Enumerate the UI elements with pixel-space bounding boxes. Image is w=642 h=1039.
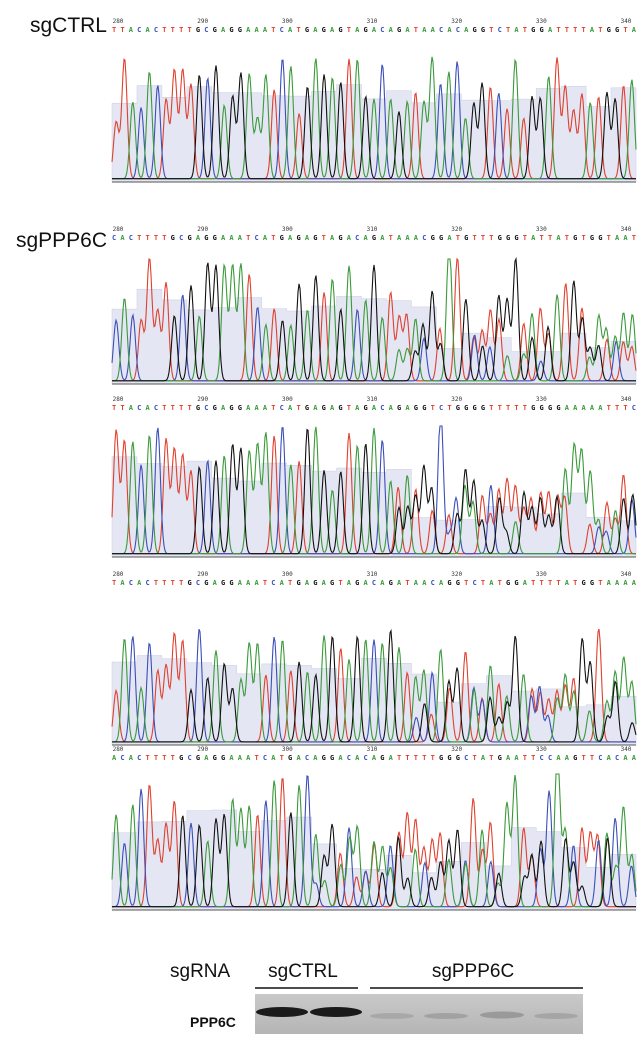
position-label: 340 xyxy=(621,396,632,403)
position-label: 290 xyxy=(197,226,208,233)
quality-bars xyxy=(112,289,636,384)
sample-label: sgCTRL xyxy=(30,14,107,37)
position-label: 290 xyxy=(197,18,208,25)
group-label: sgPPP6C xyxy=(432,961,514,982)
position-label: 320 xyxy=(451,226,462,233)
position-label: 300 xyxy=(282,396,293,403)
position-label: 300 xyxy=(282,226,293,233)
position-label: 340 xyxy=(621,746,632,753)
position-label: 300 xyxy=(282,18,293,25)
position-label: 310 xyxy=(367,396,378,403)
position-label: 330 xyxy=(536,746,547,753)
position-label: 280 xyxy=(113,396,124,403)
western-blot: sgRNA sgCTRL sgPPP6C PPP6C xyxy=(170,961,583,1034)
sgrna-label: sgRNA xyxy=(170,961,231,982)
band xyxy=(256,1007,308,1017)
group-label: sgCTRL xyxy=(268,961,338,982)
band xyxy=(534,1013,578,1019)
position-label: 340 xyxy=(621,18,632,25)
quality-bars xyxy=(112,656,636,746)
position-label: 290 xyxy=(197,571,208,578)
position-label: 320 xyxy=(451,571,462,578)
position-label: 330 xyxy=(536,226,547,233)
position-label: 320 xyxy=(451,396,462,403)
band xyxy=(310,1007,362,1017)
position-label: 280 xyxy=(113,571,124,578)
protein-label: PPP6C xyxy=(190,1014,236,1030)
sample-label: sgPPP6C xyxy=(16,229,107,252)
position-label: 290 xyxy=(197,746,208,753)
position-label: 280 xyxy=(113,746,124,753)
position-label: 320 xyxy=(451,18,462,25)
position-label: 280 xyxy=(113,226,124,233)
position-label: 320 xyxy=(451,746,462,753)
page: {"panels":[ {"label":"sgCTRL","positions… xyxy=(0,0,642,1034)
position-label: 310 xyxy=(367,746,378,753)
position-label: 330 xyxy=(536,18,547,25)
position-label: 300 xyxy=(282,746,293,753)
position-label: 300 xyxy=(282,571,293,578)
position-label: 310 xyxy=(367,18,378,25)
position-label: 310 xyxy=(367,571,378,578)
band xyxy=(480,1012,524,1019)
position-label: 340 xyxy=(621,226,632,233)
position-label: 310 xyxy=(367,226,378,233)
position-label: 330 xyxy=(536,396,547,403)
position-label: 280 xyxy=(113,18,124,25)
position-label: 290 xyxy=(197,396,208,403)
band xyxy=(370,1013,414,1019)
figure: sgCTRL280290300310320330340TTACACTTTTGCG… xyxy=(0,0,642,1034)
position-label: 330 xyxy=(536,571,547,578)
position-label: 340 xyxy=(621,571,632,578)
band xyxy=(424,1013,468,1019)
